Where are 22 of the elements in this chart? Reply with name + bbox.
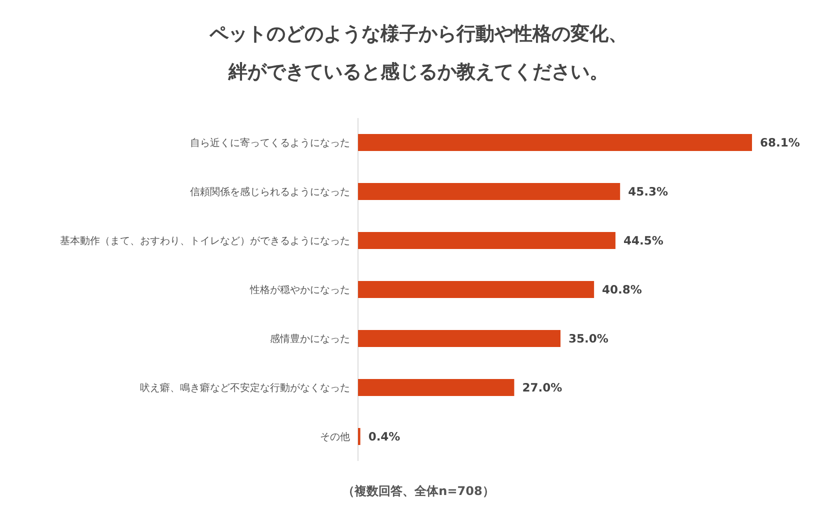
y-tick-label: 信頼関係を感じられるようになった	[190, 186, 350, 198]
y-tick-label: 吠え癖、鳴き癖など不安定な行動がなくなった	[140, 382, 350, 394]
bar	[358, 232, 616, 249]
data-label: 35.0%	[568, 332, 609, 346]
data-label: 68.1%	[760, 136, 800, 150]
chart-title: ペットのどのような様子から行動や性格の変化、絆ができていると感じるか教えてください。	[208, 23, 628, 83]
y-tick-label: 基本動作（まて、おすわり、トイレなど）ができるようになった	[60, 235, 350, 247]
y-tick-label: 性格が穏やかになった	[249, 284, 350, 296]
data-label: 44.5%	[623, 234, 664, 248]
y-tick-label: 感情豊かになった	[270, 333, 350, 345]
y-tick-label: その他	[320, 431, 350, 443]
data-label: 45.3%	[628, 184, 668, 199]
bar	[358, 281, 594, 298]
bar	[358, 330, 560, 347]
text: （複数回答、全体n=708）	[342, 484, 494, 498]
data-label: 40.8%	[602, 282, 642, 297]
y-tick-label: 自ら近くに寄ってくるようになった	[190, 137, 350, 149]
bar	[358, 183, 620, 200]
bar	[358, 379, 514, 396]
data-label: 27.0%	[522, 380, 563, 395]
data-label: 0.4%	[368, 430, 401, 444]
bar	[358, 134, 752, 151]
